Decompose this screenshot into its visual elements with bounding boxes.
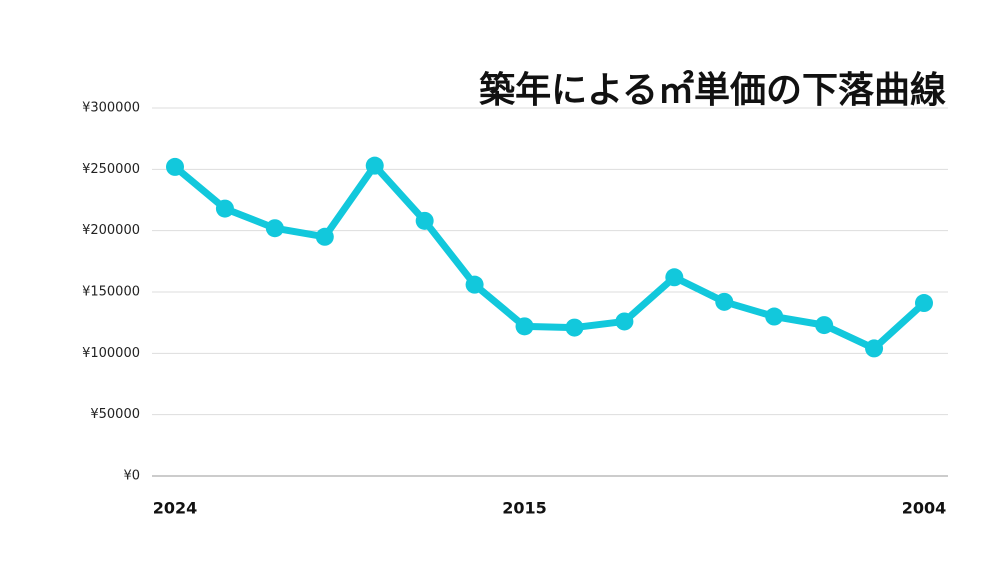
- point: [615, 312, 634, 331]
- y-tick-label: ¥0: [123, 469, 140, 484]
- y-tick-label: ¥50000: [90, 407, 140, 422]
- chart-title: 築年による㎡単価の下落曲線: [479, 69, 946, 111]
- point: [815, 316, 834, 335]
- point: [715, 292, 734, 311]
- point: [465, 275, 484, 294]
- point: [765, 307, 784, 326]
- point: [865, 339, 884, 358]
- y-tick-label: ¥150000: [82, 285, 140, 300]
- point: [315, 227, 334, 246]
- y-tick-label: ¥250000: [82, 162, 140, 177]
- x-tick-label: 2015: [502, 499, 547, 518]
- x-tick-label: 2004: [902, 499, 947, 518]
- line: [172, 162, 927, 352]
- point: [365, 156, 384, 175]
- x-tick-label: 2024: [153, 499, 198, 518]
- point: [166, 157, 184, 176]
- point: [565, 318, 584, 337]
- point: [915, 294, 933, 313]
- point: [515, 317, 534, 336]
- point: [415, 211, 434, 230]
- point: [215, 199, 234, 218]
- y-tick-label: ¥200000: [82, 223, 140, 238]
- point: [665, 268, 684, 287]
- y-tick-label: ¥100000: [82, 346, 140, 361]
- y-tick-label: ¥300000: [82, 101, 140, 116]
- point: [265, 219, 284, 238]
